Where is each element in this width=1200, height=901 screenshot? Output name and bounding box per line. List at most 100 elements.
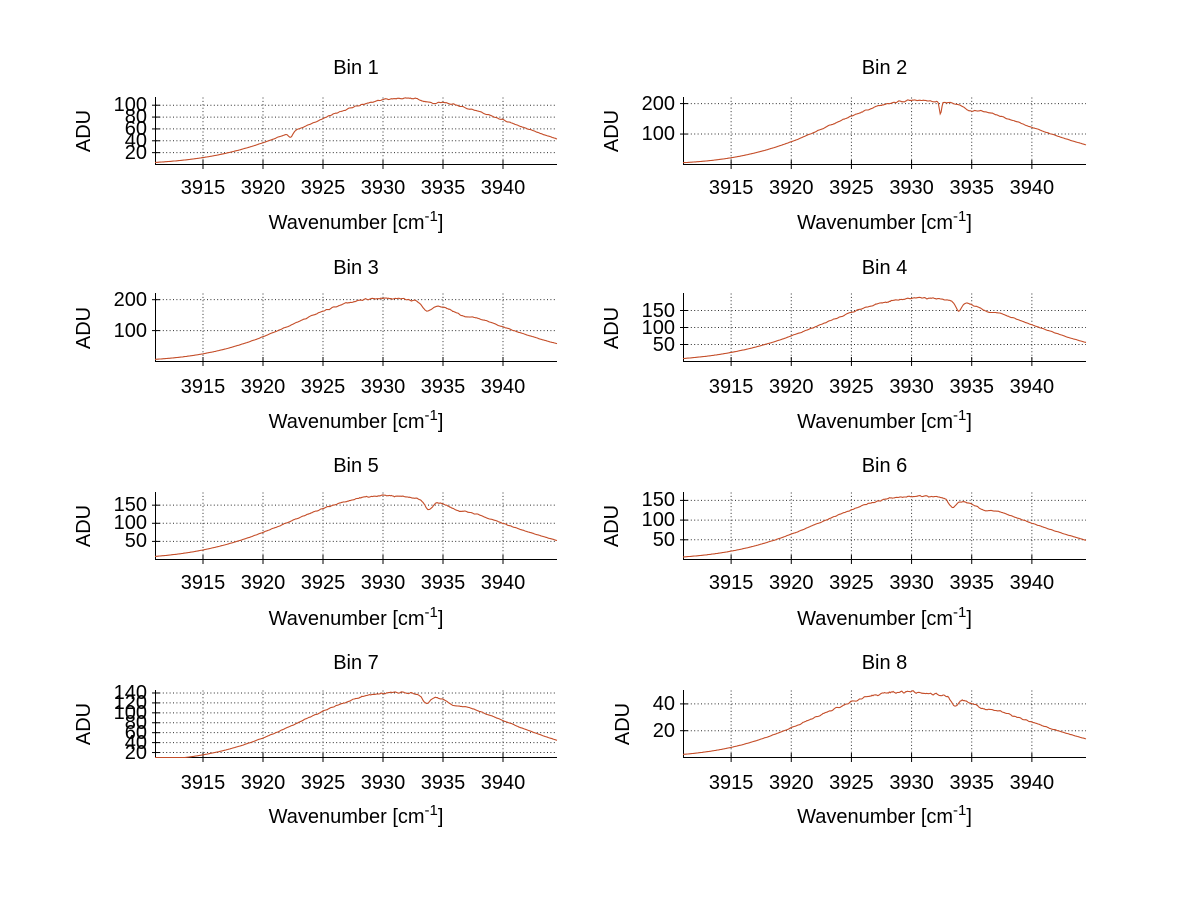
y-tick-label: 200 [641, 92, 675, 115]
x-axis-label-exponent: -1 [953, 604, 967, 621]
x-axis-label-exponent: -1 [953, 208, 967, 225]
y-tick-label: 20 [124, 141, 147, 164]
x-axis-label-close: ] [966, 212, 972, 234]
y-tick-label: 50 [124, 530, 147, 553]
y-tick-label: 60 [124, 721, 147, 744]
plot-area [152, 492, 558, 564]
x-axis-label-exponent: -1 [424, 407, 438, 424]
x-tick-label: 3940 [1009, 572, 1055, 594]
spectrum-line [682, 99, 1087, 164]
x-axis-label-text: Wavenumber [cm [268, 411, 425, 433]
subplot-title: Bin 2 [861, 57, 908, 79]
x-tick-label: 3915 [708, 376, 754, 398]
x-tick-label: 3920 [240, 772, 286, 794]
y-tick-label: 100 [113, 94, 147, 117]
y-tick-label: 20 [652, 719, 675, 742]
x-tick-label: 3940 [480, 177, 526, 199]
spectrum-line [682, 494, 1087, 558]
y-tick-label: 120 [113, 691, 147, 714]
y-tick-label: 50 [652, 333, 675, 356]
y-tick-label: 100 [641, 123, 675, 146]
plot-area [152, 293, 558, 366]
x-axis-label-text: Wavenumber [cm [268, 608, 425, 630]
x-tick-label: 3930 [889, 177, 934, 199]
x-tick-label: 3920 [240, 376, 286, 398]
x-axis-label-close: ] [437, 212, 444, 234]
y-tick-label: 60 [124, 117, 147, 140]
x-tick-label: 3940 [1009, 772, 1055, 794]
x-tick-label: 3935 [949, 772, 994, 794]
x-axis-label: Wavenumber [cm-1] [155, 208, 557, 237]
x-tick-label: 3925 [829, 572, 874, 594]
x-axis-label-text: Wavenumber [cm [268, 806, 425, 828]
y-tick-label: 150 [641, 489, 675, 512]
x-tick-label: 3940 [480, 772, 526, 794]
x-tick-label: 3925 [300, 177, 346, 199]
x-tick-label: 3915 [180, 572, 226, 594]
x-tick-label: 3930 [360, 572, 406, 594]
x-tick-label: 3920 [769, 177, 814, 199]
x-axis-label-exponent: -1 [953, 802, 967, 819]
plot-area [152, 690, 558, 762]
x-tick-label: 3930 [360, 177, 406, 199]
x-tick-label: 3925 [300, 772, 346, 794]
x-axis-label: Wavenumber [cm-1] [155, 802, 557, 831]
x-tick-label: 3925 [300, 376, 346, 398]
subplot-title: Bin 1 [333, 57, 379, 79]
x-axis-label-text: Wavenumber [cm [797, 608, 954, 630]
y-tick-label: 40 [652, 692, 675, 715]
x-tick-label: 3920 [769, 376, 814, 398]
y-tick-label: 100 [113, 512, 147, 535]
x-axis-label-close: ] [437, 608, 444, 630]
spectrum-line [154, 494, 558, 557]
x-axis-label-exponent: -1 [424, 208, 438, 225]
x-axis-label-exponent: -1 [424, 802, 438, 819]
x-tick-label: 3935 [949, 376, 994, 398]
x-axis-label: Wavenumber [cm-1] [683, 407, 1086, 436]
plot-area [152, 97, 558, 169]
y-tick-label: 80 [124, 106, 147, 129]
x-tick-label: 3925 [829, 376, 874, 398]
x-tick-label: 3920 [769, 772, 814, 794]
x-tick-label: 3935 [420, 772, 466, 794]
x-axis-label: Wavenumber [cm-1] [155, 604, 557, 633]
y-tick-label: 50 [652, 528, 675, 551]
plot-area [680, 97, 1087, 169]
x-tick-label: 3930 [360, 772, 406, 794]
x-tick-label: 3935 [949, 177, 994, 199]
x-tick-label: 3930 [889, 572, 934, 594]
y-tick-label: 40 [124, 129, 147, 152]
subplot-title: Bin 4 [861, 257, 908, 279]
x-axis-label-text: Wavenumber [cm [268, 212, 425, 234]
x-tick-label: 3935 [420, 572, 466, 594]
x-tick-label: 3915 [708, 177, 754, 199]
x-axis-label-exponent: -1 [424, 604, 438, 621]
x-axis-label: Wavenumber [cm-1] [683, 208, 1086, 237]
x-axis-label-text: Wavenumber [cm [797, 806, 954, 828]
spectrum-line [155, 97, 558, 163]
x-tick-label: 3930 [889, 772, 934, 794]
y-tick-label: 150 [641, 299, 675, 322]
x-axis-label: Wavenumber [cm-1] [683, 802, 1086, 831]
y-tick-label: 20 [124, 741, 147, 764]
y-tick-label: 140 [113, 681, 147, 704]
x-axis-label-exponent: -1 [953, 407, 967, 424]
spectrum-line [683, 296, 1087, 360]
subplot-title: Bin 6 [861, 455, 908, 477]
x-axis-label-close: ] [966, 806, 972, 828]
x-tick-label: 3915 [708, 572, 754, 594]
y-tick-label: 100 [641, 509, 675, 532]
x-tick-label: 3935 [420, 177, 466, 199]
x-tick-label: 3935 [949, 572, 994, 594]
x-tick-label: 3930 [360, 376, 406, 398]
subplot-title: Bin 5 [333, 455, 379, 477]
subplot-title: Bin 3 [333, 257, 379, 279]
x-tick-label: 3925 [300, 572, 346, 594]
x-tick-label: 3940 [480, 376, 526, 398]
y-tick-label: 200 [113, 288, 147, 311]
x-tick-label: 3940 [480, 572, 526, 594]
x-tick-label: 3920 [240, 572, 286, 594]
y-tick-label: 100 [113, 701, 147, 724]
x-axis-label-close: ] [966, 608, 972, 630]
